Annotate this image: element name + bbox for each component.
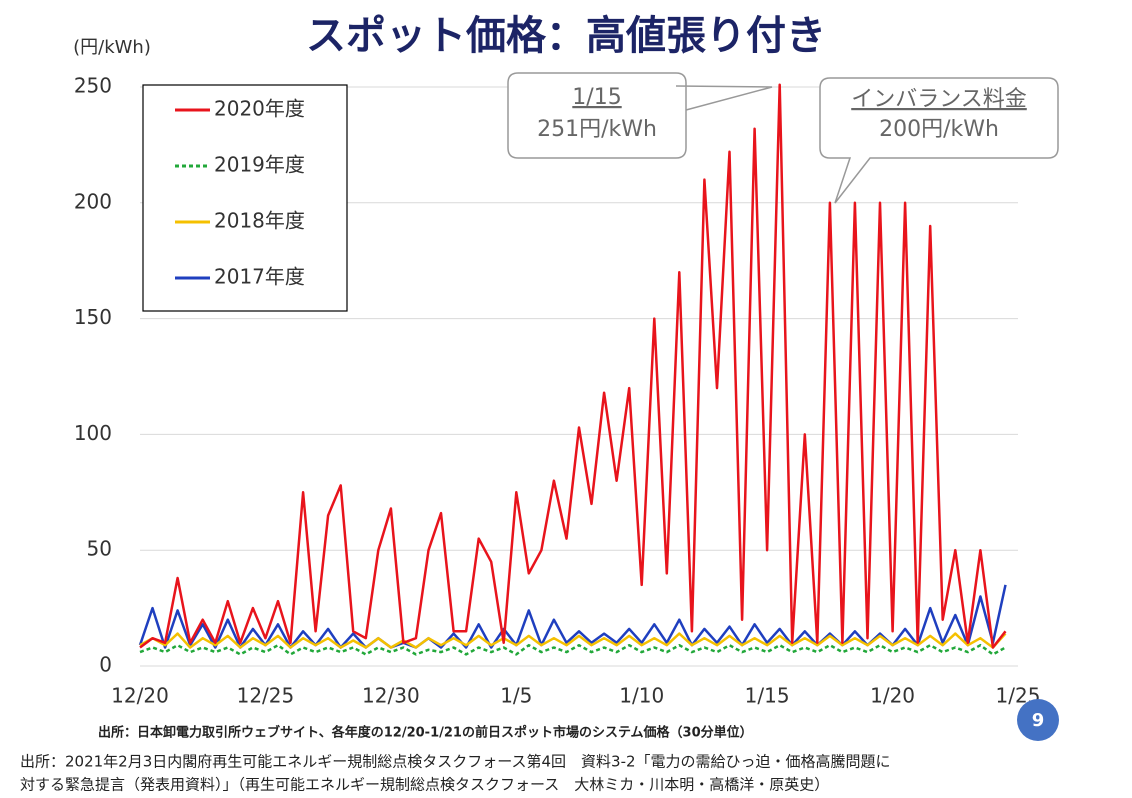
x-tick-label: 12/20 <box>111 684 169 708</box>
callout <box>507 72 773 159</box>
y-tick-label: 0 <box>99 653 112 677</box>
series-line <box>139 643 1007 656</box>
footer: 出所：2021年2月3日内閣府再生可能エネルギー規制総点検タスクフォース第4回 … <box>20 753 891 771</box>
series-line <box>138 584 1007 649</box>
y-tick-label: 100 <box>74 421 112 445</box>
legend-label: 2020年度 <box>214 97 305 121</box>
legend-label: 2019年度 <box>214 153 305 177</box>
x-tick-label: 1/20 <box>870 684 915 708</box>
page-number: 9 <box>1032 710 1045 731</box>
y-tick-label: 250 <box>74 74 112 98</box>
annotation: 251円/kWh <box>537 117 657 142</box>
legend-label: 2018年度 <box>214 209 305 233</box>
x-tick-label: 12/25 <box>237 684 295 708</box>
legend: 2020年度 2019年度 2018年度 2017年度 <box>175 97 305 289</box>
callout <box>819 77 1059 204</box>
y-tick-label: 50 <box>87 537 112 561</box>
x-tick-label: 1/10 <box>619 684 664 708</box>
x-tick-label: 1/5 <box>500 684 532 708</box>
source-note: 出所：日本卸電力取引所ウェブサイト、各年度の12/20-1/21の前日スポット市… <box>98 725 753 741</box>
series-line <box>139 83 1007 649</box>
annotation: インバランス料金 <box>851 87 1027 112</box>
y-tick-label: 200 <box>74 189 112 213</box>
plot: 0 50 100 150 200 250 12/20 12/25 12/30 1/5 1/10 1/1… <box>74 74 1041 708</box>
legend-label: 2017年度 <box>214 265 305 289</box>
chart-title: スポット価格：高値張り付き <box>306 13 826 59</box>
series-line <box>139 632 1007 649</box>
legend-box <box>142 84 348 312</box>
annotation: 1/15 <box>572 85 621 110</box>
page-badge <box>1017 699 1059 741</box>
x-tick-label: 1/15 <box>745 684 790 708</box>
x-tick-label: 12/30 <box>362 684 420 708</box>
y-axis-label: (円/kWh) <box>73 37 151 58</box>
y-tick-label: 150 <box>74 305 112 329</box>
annotation: 200円/kWh <box>879 117 999 142</box>
footer: 対する緊急提言（発表用資料）」（再生可能エネルギー規制総点検タスクフォース 大林… <box>20 776 829 794</box>
